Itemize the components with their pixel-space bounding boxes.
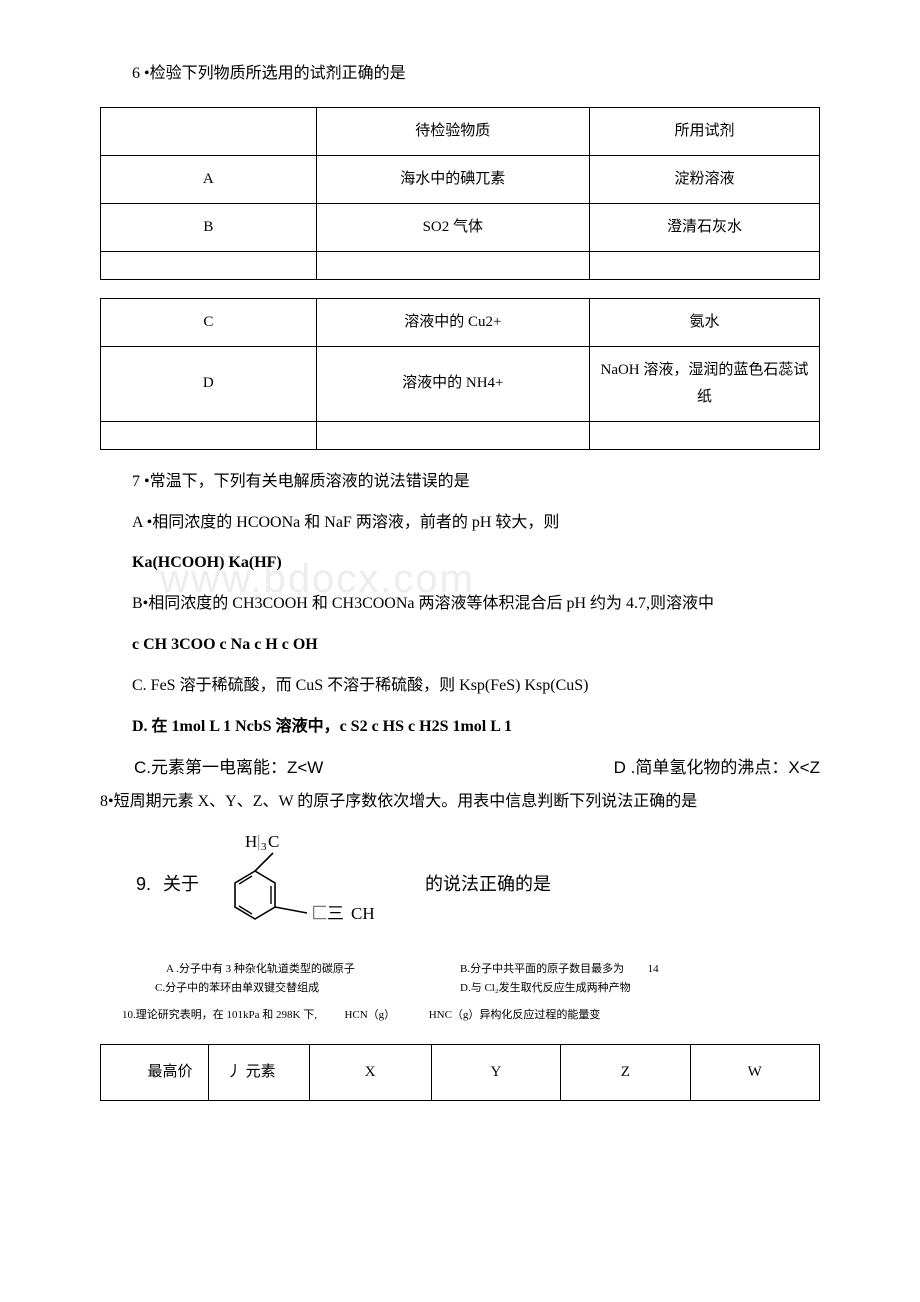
table-cell: Y <box>431 1044 560 1100</box>
table-header-cell: 待检验物质 <box>316 107 589 155</box>
q6-table-1: 待检验物质 所用试剂 A 海水中的碘兀素 淀粉溶液 B SO2 气体 澄清石灰水 <box>100 107 820 280</box>
table-cell: 丿 元素 <box>208 1044 309 1100</box>
q8-option-c: C.元素第一电离能：Z<W <box>134 753 323 784</box>
q9-option-b-num: 14 <box>648 963 659 975</box>
table-cell: C <box>101 298 317 346</box>
table-header-cell: 所用试剂 <box>589 107 819 155</box>
q9-pre-text: 关于 <box>163 868 199 900</box>
cell-label: 最高价 <box>125 1063 202 1083</box>
cell-label: 丿 元素 <box>227 1064 276 1080</box>
table-row: C 溶液中的 Cu2+ 氨水 <box>101 298 820 346</box>
svg-text:三: 三 <box>327 904 344 923</box>
table-row: D 溶液中的 NH4+ NaOH 溶液，湿润的蓝色石蕊试纸 <box>101 346 820 421</box>
q7-stem: 7 •常温下，下列有关电解质溶液的说法错误的是 <box>100 468 820 497</box>
q7-option-b: B•相同浓度的 CH3COOH 和 CH3COONa 两溶液等体积混合后 pH … <box>100 590 820 619</box>
table-empty-row <box>101 421 820 449</box>
table-header-cell <box>101 107 317 155</box>
table-cell: A <box>101 155 317 203</box>
table-cell: NaOH 溶液，湿润的蓝色石蕊试纸 <box>589 346 819 421</box>
q10-part-c: HNC（g）异构化反应过程的能量变 <box>429 1009 601 1021</box>
table-cell: 溶液中的 Cu2+ <box>316 298 589 346</box>
table-cell: 溶液中的 NH4+ <box>316 346 589 421</box>
table-cell: 淀粉溶液 <box>589 155 819 203</box>
q7-option-a-bold: Ka(HCOOH) Ka(HF) <box>100 549 820 578</box>
q10-part-b: HCN（g） <box>344 1009 395 1021</box>
q7-option-a: A •相同浓度的 HCOONa 和 NaF 两溶液，前者的 pH 较大，则 <box>100 509 820 538</box>
svg-text:|: | <box>257 832 260 851</box>
q9-options: A .分子中有 3 种杂化轨道类型的碳原子 B.分子中共平面的原子数目最多为 1… <box>100 961 820 998</box>
q9-option-a: A .分子中有 3 种杂化轨道类型的碳原子 <box>100 961 460 979</box>
table-cell: Z <box>561 1044 690 1100</box>
q6-stem: 6 •检验下列物质所选用的试剂正确的是 <box>100 60 820 89</box>
table-cell: B <box>101 203 317 251</box>
q6-table-2: C 溶液中的 Cu2+ 氨水 D 溶液中的 NH4+ NaOH 溶液，湿润的蓝色… <box>100 298 820 450</box>
table-empty-row <box>101 251 820 279</box>
svg-text:C: C <box>268 832 279 851</box>
q9-option-b: B.分子中共平面的原子数目最多为 <box>460 963 624 975</box>
q8-stem: 8•短周期元素 X、Y、Z、W 的原子序数依次增大。用表中信息判断下列说法正确的… <box>100 788 820 817</box>
table-row: B SO2 气体 澄清石灰水 <box>101 203 820 251</box>
q10-part-a: 10.理论研究表明，在 101kPa 和 298K 下, <box>122 1009 317 1021</box>
molecule-diagram: H | 3 C 匚 三 CH <box>199 829 419 939</box>
q7-option-b-bold: c CH 3COO c Na c H c OH <box>100 631 820 660</box>
table-header-row: 待检验物质 所用试剂 <box>101 107 820 155</box>
q7-option-c: C. FeS 溶于稀硫酸，而 CuS 不溶于稀硫酸，则 Ksp(FeS) Ksp… <box>100 672 820 701</box>
q8-option-d: D .简单氢化物的沸点：X<Z <box>614 753 820 784</box>
q9-number: 9. <box>136 868 151 900</box>
table-cell: 海水中的碘兀素 <box>316 155 589 203</box>
table-cell: 最高价 <box>101 1044 209 1100</box>
table-cell: SO2 气体 <box>316 203 589 251</box>
q9-option-d: D.与 Cl₂发生取代反应生成两种产物 <box>460 980 820 998</box>
element-table: 最高价 丿 元素 X Y Z W <box>100 1044 820 1101</box>
table-cell: D <box>101 346 317 421</box>
table-row: 最高价 丿 元素 X Y Z W <box>101 1044 820 1100</box>
q8-options-line: C.元素第一电离能：Z<W D .简单氢化物的沸点：X<Z <box>100 753 820 784</box>
svg-text:3: 3 <box>261 841 267 853</box>
table-cell: W <box>690 1044 819 1100</box>
svg-text:匚: 匚 <box>311 904 328 923</box>
table-row: A 海水中的碘兀素 淀粉溶液 <box>101 155 820 203</box>
molecule-h3c-label: H <box>245 832 257 851</box>
q9-option-c: C.分子中的苯环由单双键交替组成 <box>100 980 460 998</box>
table-cell: 氨水 <box>589 298 819 346</box>
q10-stem: 10.理论研究表明，在 101kPa 和 298K 下, HCN（g） HNC（… <box>100 1006 820 1026</box>
q7-option-d-bold: D. 在 1mol L 1 NcbS 溶液中，c S2 c HS c H2S 1… <box>100 713 820 742</box>
q9-row: 9. 关于 H | 3 C 匚 三 CH 的说法正确的是 <box>100 829 820 939</box>
svg-text:CH: CH <box>351 904 375 923</box>
table-cell: 澄清石灰水 <box>589 203 819 251</box>
table-cell: X <box>309 1044 431 1100</box>
q9-post-text: 的说法正确的是 <box>425 868 551 900</box>
